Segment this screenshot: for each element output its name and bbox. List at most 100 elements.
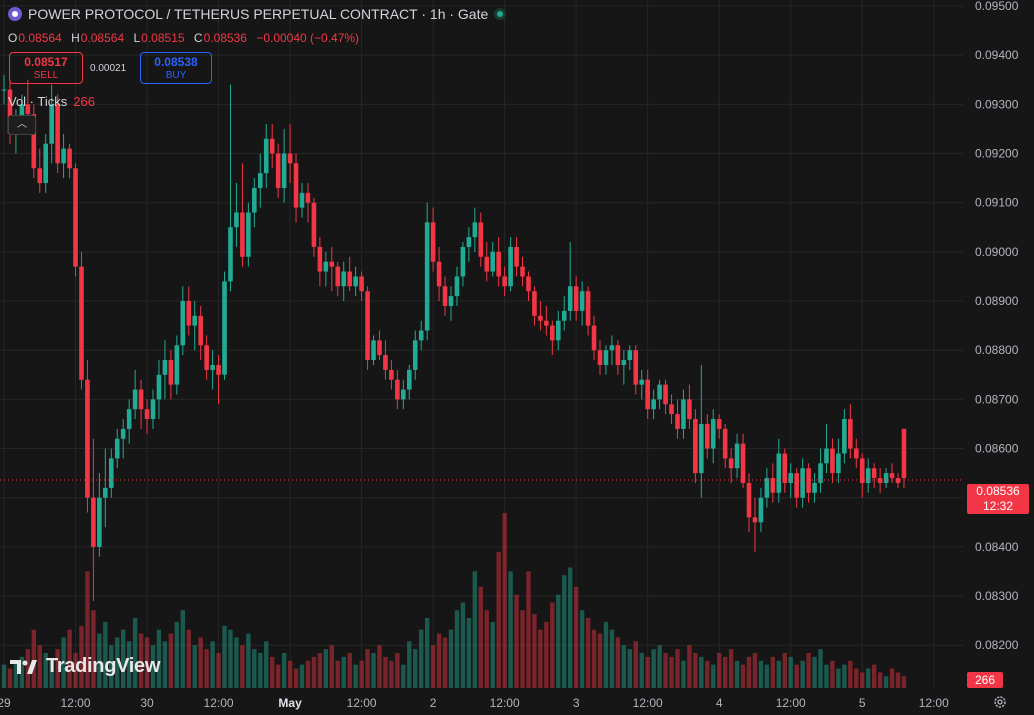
candle-body	[794, 473, 799, 498]
collapse-legend-button[interactable]: ︿	[8, 115, 36, 135]
candle-body	[263, 138, 269, 174]
price-tick-label: 0.08600	[975, 442, 1019, 456]
candle-body	[490, 251, 496, 272]
high-value: 0.08564	[80, 31, 125, 45]
volume-bar	[317, 653, 323, 688]
candle-body	[108, 458, 114, 488]
volume-bar	[180, 610, 185, 688]
volume-bar	[419, 629, 424, 688]
volume-bar	[639, 653, 644, 688]
volume-bar	[484, 610, 489, 688]
volume-bar	[275, 664, 281, 688]
candle-body	[550, 325, 555, 341]
time-tick-label: 3	[573, 696, 580, 710]
volume-bar	[329, 645, 334, 688]
low-label: L	[133, 31, 141, 45]
candle-body	[591, 325, 597, 351]
candle-body	[532, 291, 537, 316]
candle-body	[120, 428, 126, 439]
volume-legend[interactable]: Vol · Ticks 266	[8, 94, 95, 109]
volume-bar	[705, 660, 710, 688]
candle-body	[156, 374, 162, 400]
candle-body	[281, 153, 287, 188]
time-tick-label: May	[278, 696, 302, 710]
time-axis[interactable]: 29 12:00 30 12:00 May 12:00 2 12:00 3 12:00 4 12:00…	[0, 696, 949, 710]
candle-body	[460, 246, 466, 277]
volume-bar	[830, 660, 835, 688]
volume-bar	[240, 645, 245, 688]
volume-bar	[168, 633, 174, 688]
candle-body	[246, 212, 251, 257]
candle-body	[359, 276, 364, 292]
price-tick-label: 0.08400	[975, 540, 1019, 554]
candle-body	[621, 360, 627, 365]
buy-button[interactable]: 0.08538 BUY	[140, 52, 212, 84]
volume-bar	[144, 637, 150, 688]
volume-bar	[824, 664, 829, 688]
candle-body	[681, 399, 686, 429]
volume-bar	[210, 641, 215, 688]
volume-bar	[842, 664, 847, 688]
volume-bar	[711, 664, 716, 688]
gear-icon[interactable]	[992, 694, 1008, 710]
candle-body	[675, 414, 680, 429]
candle-body	[418, 330, 424, 341]
candle-body	[597, 350, 603, 365]
price-axis[interactable]: 0.09500 0.09400 0.09300 0.09200 0.09100 0.090…	[975, 0, 1019, 652]
time-tick-label: 12:00	[347, 696, 377, 710]
volume-bar	[508, 571, 513, 688]
candle-body	[25, 104, 31, 115]
volume-bar	[579, 610, 585, 688]
candle-body	[544, 320, 549, 326]
volume-bar	[782, 653, 787, 688]
candle-body	[508, 246, 513, 287]
time-tick-label: 29	[0, 696, 11, 710]
volume-bars	[1, 513, 907, 688]
tradingview-logo[interactable]: TradingView	[10, 655, 160, 678]
volume-bar	[883, 676, 889, 688]
volume-bar	[556, 594, 561, 688]
volume-bar	[150, 645, 156, 688]
volume-bar	[126, 641, 132, 688]
volume-bar	[520, 610, 525, 688]
volume-bar	[562, 575, 567, 688]
sell-price: 0.08517	[24, 55, 68, 69]
volume-bar	[836, 668, 841, 688]
volume-bar	[544, 621, 549, 688]
volume-bar	[371, 653, 376, 688]
candle-body	[782, 453, 788, 483]
candle-body	[454, 276, 460, 297]
candle-body	[478, 222, 484, 257]
chart-title[interactable]: POWER PROTOCOL / TETHERUS PERPETUAL CONT…	[28, 6, 489, 22]
volume-bar	[532, 614, 537, 688]
candle-body	[865, 468, 871, 483]
candle-body	[716, 419, 722, 429]
candle-body	[353, 276, 358, 287]
volume-bar	[79, 625, 84, 688]
volume-bar	[389, 660, 394, 688]
candle-body	[639, 379, 645, 385]
volume-bar	[603, 621, 609, 688]
candle-body	[764, 478, 770, 498]
volume-bar	[794, 664, 799, 688]
open-value: 0.08564	[18, 31, 62, 45]
candle-body	[889, 473, 895, 479]
candle-body	[561, 310, 567, 321]
volume-bar	[848, 660, 853, 688]
time-tick-label: 12:00	[919, 696, 949, 710]
volume-bar	[121, 629, 126, 688]
volume-bar	[132, 618, 138, 688]
candle-body	[79, 266, 84, 380]
candle-body	[114, 438, 120, 459]
candle-body	[859, 458, 865, 483]
volume-bar	[687, 645, 692, 688]
volume-bar	[478, 586, 483, 688]
current-volume-tag: 266	[967, 672, 1003, 688]
volume-bar	[138, 633, 144, 688]
sell-button[interactable]: 0.08517 SELL	[9, 52, 83, 84]
volume-bar	[335, 660, 340, 688]
volume-bar	[61, 637, 66, 688]
high-label: H	[71, 31, 80, 45]
volume-bar	[246, 633, 251, 688]
